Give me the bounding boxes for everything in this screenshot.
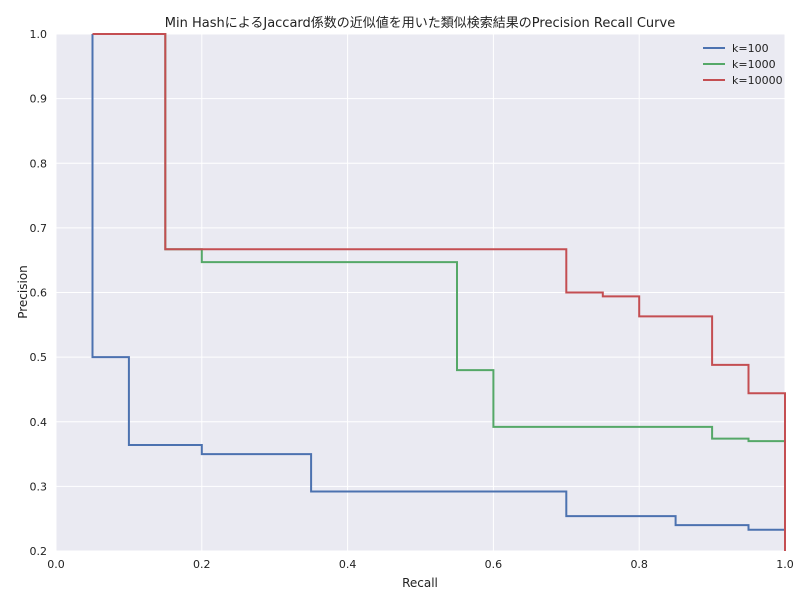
series-line-k-10000 [92, 33, 786, 551]
y-axis-label: Precision [16, 265, 30, 319]
x-tick-label: 0.4 [339, 558, 357, 571]
y-tick-label: 0.5 [30, 351, 48, 364]
x-tick-label: 0.0 [47, 558, 65, 571]
y-tick-label: 1.0 [30, 28, 48, 41]
y-tick-label: 0.8 [30, 157, 48, 170]
series-line-k-100 [91, 34, 786, 551]
series-lines [91, 33, 786, 551]
y-tick-label: 0.3 [30, 480, 48, 493]
chart-title: Min HashによるJaccard係数の近似値を用いた類似検索結果のPreci… [165, 15, 675, 31]
x-axis-label: Recall [402, 576, 438, 590]
y-tick-label: 0.4 [30, 416, 48, 429]
legend-label: k=100 [732, 42, 769, 55]
y-tick-label: 0.7 [30, 222, 48, 235]
x-tick-labels: 0.0 0.2 0.4 0.6 0.8 1.0 [47, 558, 794, 571]
y-tick-label: 0.2 [30, 545, 48, 558]
y-tick-label: 0.9 [30, 93, 48, 106]
grid-lines [55, 33, 786, 552]
legend: k=100 k=1000 k=10000 [703, 42, 783, 87]
x-tick-label: 0.2 [193, 558, 211, 571]
x-tick-label: 0.8 [630, 558, 648, 571]
x-tick-label: 1.0 [776, 558, 794, 571]
x-tick-label: 0.6 [485, 558, 503, 571]
y-tick-labels: 0.2 0.3 0.4 0.5 0.6 0.7 0.8 0.9 1.0 [30, 28, 48, 558]
legend-label: k=10000 [732, 74, 783, 87]
y-tick-label: 0.6 [30, 287, 48, 300]
legend-label: k=1000 [732, 58, 776, 71]
